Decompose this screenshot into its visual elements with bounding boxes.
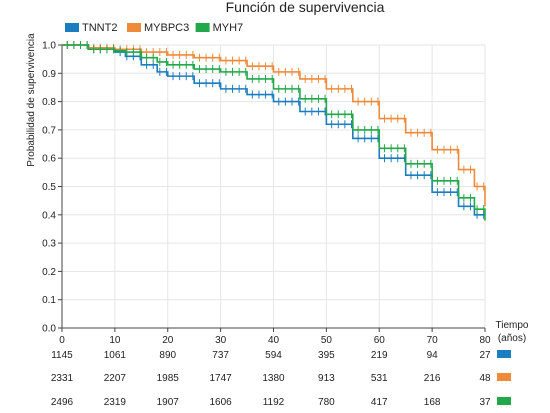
risk-row-swatch xyxy=(497,373,511,381)
x-tick-label: 10 xyxy=(109,335,121,346)
risk-value: 216 xyxy=(424,373,441,384)
risk-value: 913 xyxy=(318,373,335,384)
x-tick-label: 70 xyxy=(427,335,439,346)
x-tick-label: 50 xyxy=(321,335,333,346)
legend-swatch xyxy=(127,23,141,32)
risk-value: 48 xyxy=(479,373,491,384)
chart-title: Función de supervivencia xyxy=(226,0,385,15)
risk-value: 27 xyxy=(479,350,491,361)
x-tick-label: 60 xyxy=(374,335,386,346)
risk-value: 219 xyxy=(371,350,388,361)
x-tick-label: 80 xyxy=(479,335,491,346)
risk-value: 395 xyxy=(318,350,335,361)
risk-row-mybpc3: 2331 2207 1985 1747 1380 913 531 216 48 xyxy=(51,373,511,384)
risk-table: 1145 1061 890 737 594 395 219 94 27 2331 2207 1985 1… xyxy=(51,350,511,408)
risk-value: 1061 xyxy=(104,350,127,361)
risk-row-tnnt2: 1145 1061 890 737 594 395 219 94 27 xyxy=(51,350,511,361)
y-tick-label: 0.1 xyxy=(42,295,56,306)
risk-value: 94 xyxy=(427,350,439,361)
risk-value: 1985 xyxy=(157,373,180,384)
risk-value: 1747 xyxy=(210,373,233,384)
y-tick-label: 0.3 xyxy=(42,239,56,250)
legend-label: MYH7 xyxy=(213,22,244,34)
risk-value: 890 xyxy=(159,350,176,361)
risk-value: 37 xyxy=(479,397,491,408)
risk-value: 2331 xyxy=(51,373,74,384)
y-tick-label: 0.9 xyxy=(42,69,56,80)
risk-value: 1380 xyxy=(262,373,285,384)
x-tick-label: 40 xyxy=(268,335,280,346)
y-tick-label: 0.8 xyxy=(42,97,56,108)
risk-value: 1907 xyxy=(157,397,180,408)
y-tick-label: 0.6 xyxy=(42,154,56,165)
risk-value: 1192 xyxy=(263,397,285,408)
x-axis-title: Tiempo xyxy=(496,320,529,331)
risk-value: 2496 xyxy=(51,397,74,408)
risk-row-swatch xyxy=(497,350,511,358)
series-myh7 xyxy=(62,41,486,221)
risk-value: 2319 xyxy=(104,397,127,408)
y-tick-label: 0.7 xyxy=(42,125,56,136)
risk-value: 2207 xyxy=(104,373,127,384)
legend-swatch xyxy=(195,23,210,32)
survival-line xyxy=(62,44,486,221)
risk-row-swatch xyxy=(497,397,511,405)
risk-row-myh7: 2496 2319 1907 1606 1192 780 417 168 37 xyxy=(51,397,511,408)
x-ticks: 0 10 20 30 40 50 60 70 80 xyxy=(59,328,491,346)
risk-value: 780 xyxy=(318,397,335,408)
series-lines xyxy=(62,41,486,221)
risk-value: 1606 xyxy=(210,397,233,408)
legend-label: TNNT2 xyxy=(82,22,117,34)
x-tick-label: 30 xyxy=(215,335,227,346)
x-axis-title-unit: (años) xyxy=(498,333,526,344)
risk-value: 737 xyxy=(212,350,229,361)
risk-value: 1145 xyxy=(51,350,73,361)
survival-line xyxy=(62,44,486,207)
y-tick-label: 0.5 xyxy=(42,182,56,193)
legend-swatch xyxy=(65,23,79,32)
risk-value: 531 xyxy=(371,373,388,384)
x-tick-label: 0 xyxy=(59,335,65,346)
y-tick-label: 0.2 xyxy=(42,267,56,278)
y-tick-label: 1.0 xyxy=(42,41,56,52)
x-tick-label: 20 xyxy=(162,335,174,346)
risk-value: 594 xyxy=(265,350,282,361)
survival-line xyxy=(62,44,485,216)
y-tick-label: 0.0 xyxy=(42,324,56,335)
legend-label: MYBPC3 xyxy=(144,22,189,34)
y-tick-label: 0.4 xyxy=(42,210,56,221)
risk-value: 417 xyxy=(371,397,388,408)
y-axis-title: Probabilidad de supervivencia xyxy=(26,33,37,167)
y-ticks: 0.0 0.1 0.2 0.3 0.4 0.5 0.6 0.7 0.8 0.9 1.0 xyxy=(42,41,62,335)
risk-value: 168 xyxy=(424,397,441,408)
legend: TNNT2 MYBPC3 MYH7 xyxy=(65,22,243,34)
